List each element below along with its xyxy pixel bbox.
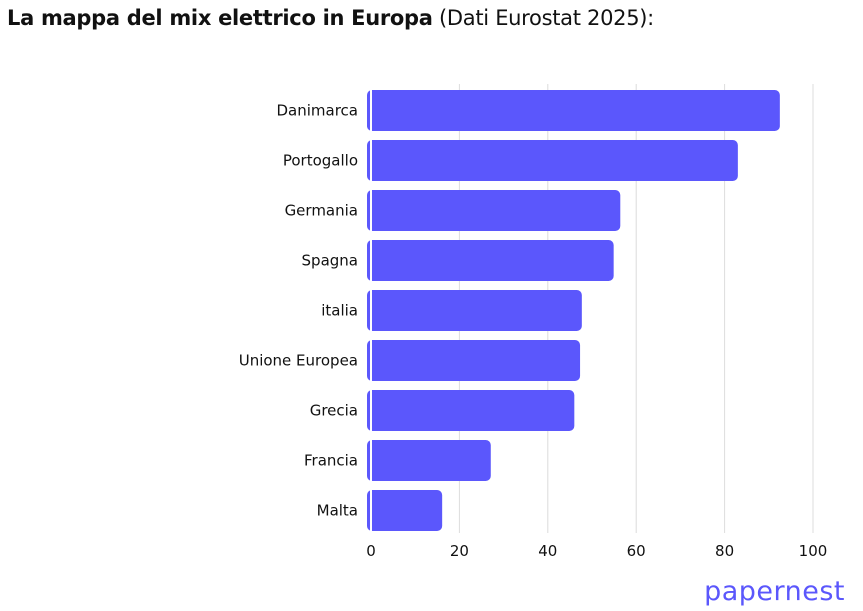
- bar: [367, 340, 581, 381]
- bar: [367, 390, 575, 431]
- bar: [367, 290, 582, 331]
- category-label: Unione Europea: [239, 352, 358, 370]
- category-label: Danimarca: [277, 102, 359, 120]
- x-tick-label: 100: [799, 542, 828, 560]
- category-label: Portogallo: [283, 152, 358, 170]
- bar: [367, 440, 491, 481]
- papernest-logo: papernest: [704, 576, 845, 607]
- title-subtitle: (Dati Eurostat 2025):: [432, 6, 654, 30]
- category-label: Francia: [304, 452, 358, 470]
- category-label: Germania: [285, 202, 358, 220]
- category-label: Spagna: [302, 252, 358, 270]
- x-tick-label: 60: [627, 542, 646, 560]
- category-label: Malta: [317, 502, 358, 520]
- bar: [367, 140, 738, 181]
- bar: [367, 240, 614, 281]
- bar: [367, 490, 443, 531]
- category-label: italia: [321, 302, 358, 320]
- x-tick-label: 20: [450, 542, 469, 560]
- x-tick-label: 80: [715, 542, 734, 560]
- title-bold: La mappa del mix elettrico in Europa: [7, 6, 433, 30]
- chart-title: La mappa del mix elettrico in Europa (Da…: [7, 6, 654, 30]
- category-label: Grecia: [310, 402, 358, 420]
- x-tick-label: 0: [366, 542, 376, 560]
- x-tick-label: 40: [538, 542, 557, 560]
- bar: [367, 90, 780, 131]
- bar: [367, 190, 621, 231]
- axis-mask: [370, 84, 372, 533]
